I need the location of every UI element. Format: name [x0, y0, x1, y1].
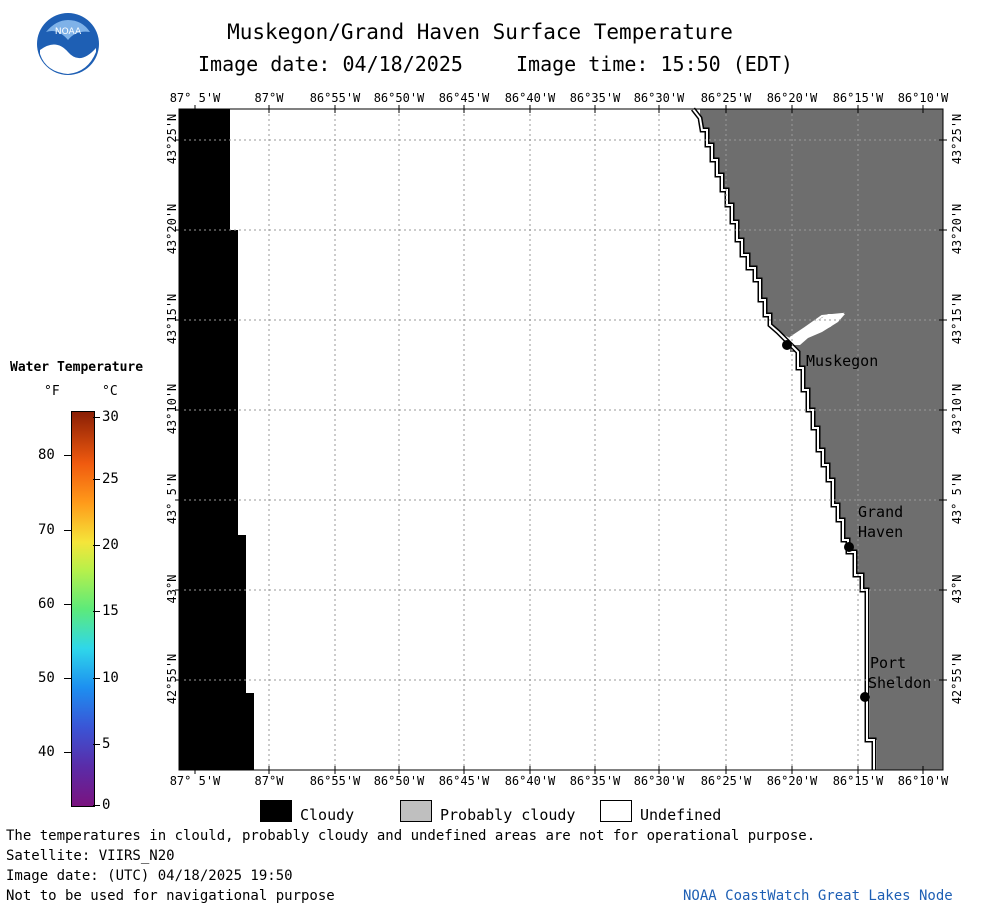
scale-label-c: 5 [102, 736, 111, 752]
lon-label: 86°35'W [569, 774, 621, 788]
place-label-port-sheldon-2: Sheldon [868, 674, 932, 692]
lat-label: 43°10'N [165, 383, 179, 435]
lon-label: 87°W [254, 91, 284, 105]
satellite-info: Satellite: VIIRS_N20 [6, 848, 175, 864]
lat-label: 43°20'N [950, 203, 964, 255]
lon-label: 86°10'W [897, 91, 949, 105]
lat-label: 43°N [950, 574, 964, 604]
lat-label: 43° 5'N [950, 473, 964, 525]
grand-haven-marker [844, 542, 854, 552]
scale-label-f: 80 [38, 447, 55, 463]
scale-label-c: 10 [102, 670, 119, 686]
scale-label-c: 25 [102, 471, 119, 487]
lon-label: 86°10'W [897, 774, 949, 788]
scale-tick-f [64, 752, 71, 753]
lat-label: 43°N [165, 574, 179, 604]
lat-label: 43°15'N [950, 293, 964, 345]
image-date: Image date: 04/18/2025 [198, 52, 463, 76]
lat-label: 43°10'N [950, 383, 964, 435]
lon-label: 86°50'W [373, 91, 425, 105]
scale-label-c: 15 [102, 603, 119, 619]
lon-label: 86°20'W [766, 774, 818, 788]
scale-label-f: 40 [38, 744, 55, 760]
lon-label: 86°30'W [633, 774, 685, 788]
scale-label-c: 30 [102, 409, 119, 425]
lon-label: 86°20'W [766, 91, 818, 105]
lon-label: 87°W [254, 774, 284, 788]
lon-label: 86°55'W [309, 91, 361, 105]
place-label-grand-haven-2: Haven [858, 523, 904, 541]
lat-label: 43°20'N [165, 203, 179, 255]
lat-label: 42°55'N [165, 653, 179, 705]
lon-label: 86°50'W [373, 774, 425, 788]
logo-text: NOAA [55, 27, 82, 37]
lon-label: 87° 5'W [169, 91, 221, 105]
lon-label: 86°35'W [569, 91, 621, 105]
lon-label: 87° 5'W [169, 774, 221, 788]
scale-tick-c [93, 678, 100, 679]
place-label-muskegon: Muskegon [806, 352, 879, 370]
lat-label: 42°55'N [950, 653, 964, 705]
muskegon-channel [789, 312, 845, 343]
scale-tick-c [93, 805, 100, 806]
lon-label: 86°30'W [633, 91, 685, 105]
lat-label: 43°15'N [165, 293, 179, 345]
scale-label-f: 50 [38, 670, 55, 686]
scale-tick-c [93, 479, 100, 480]
lon-label: 86°55'W [309, 774, 361, 788]
lat-label: 43° 5'N [165, 473, 179, 525]
lon-label: 86°45'W [438, 774, 490, 788]
lon-label: 86°15'W [832, 774, 884, 788]
disclaimer-note: The temperatures in clould, probably clo… [6, 828, 816, 844]
scale-tick-f [64, 604, 71, 605]
scale-label-c: 0 [102, 797, 111, 813]
lon-label: 86°40'W [504, 91, 556, 105]
navigation-warning: Not to be used for navigational purpose [6, 888, 335, 904]
scale-tick-f [64, 530, 71, 531]
legend-label-undefined: Undefined [640, 806, 722, 824]
color-bar [71, 411, 95, 807]
lat-label: 43°25'N [165, 113, 179, 165]
scale-label-c: 20 [102, 537, 119, 553]
image-time: Image time: 15:50 (EDT) [516, 52, 793, 76]
muskegon-marker [782, 340, 792, 350]
lon-label: 86°25'W [700, 91, 752, 105]
graticule [179, 109, 943, 770]
place-label-port-sheldon-1: Port [870, 654, 907, 672]
place-label-grand-haven-1: Grand [858, 503, 904, 521]
legend-swatch-probably-cloudy [400, 800, 432, 822]
legend-label-probably-cloudy: Probably cloudy [440, 806, 576, 824]
scale-tick-c [93, 417, 100, 418]
scale-tick-f [64, 455, 71, 456]
scale-title: Water Temperature [10, 360, 144, 375]
legend-swatch-undefined [600, 800, 632, 822]
scale-tick-c [93, 611, 100, 612]
legend-swatch-cloudy [260, 800, 292, 822]
credit-link[interactable]: NOAA CoastWatch Great Lakes Node [683, 888, 953, 904]
port-sheldon-marker [860, 692, 870, 702]
lon-label: 86°45'W [438, 91, 490, 105]
unit-f: °F [44, 384, 60, 399]
utc-date: Image date: (UTC) 04/18/2025 19:50 [6, 868, 293, 884]
cloudy-area [179, 109, 254, 770]
lon-label: 86°15'W [832, 91, 884, 105]
scale-tick-f [64, 678, 71, 679]
lon-label: 86°40'W [504, 774, 556, 788]
unit-c: °C [102, 384, 118, 399]
scale-tick-c [93, 545, 100, 546]
noaa-logo: NOAA [36, 12, 100, 76]
scale-label-f: 60 [38, 596, 55, 612]
scale-label-f: 70 [38, 522, 55, 538]
legend-label-cloudy: Cloudy [300, 806, 355, 824]
lat-label: 43°25'N [950, 113, 964, 165]
land-area [700, 109, 943, 770]
lon-label: 86°25'W [700, 774, 752, 788]
scale-tick-c [93, 744, 100, 745]
page-title: Muskegon/Grand Haven Surface Temperature [227, 20, 733, 44]
